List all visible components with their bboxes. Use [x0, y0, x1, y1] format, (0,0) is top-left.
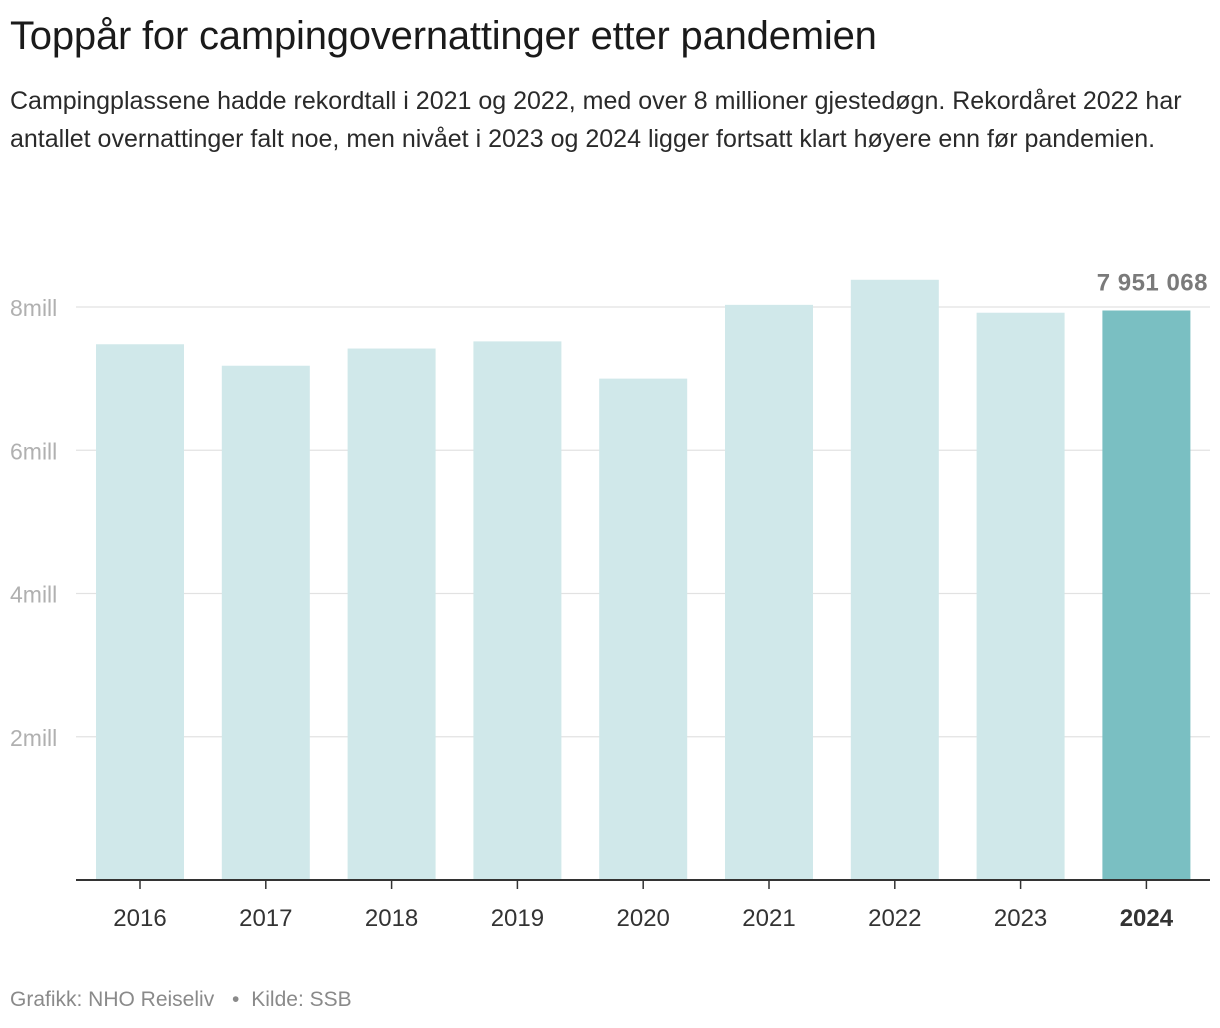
bars [96, 279, 1191, 881]
x-tick-label-2022: 2022 [868, 905, 921, 932]
y-tick-label-6mill: 6mill [10, 438, 57, 464]
footer: Grafikk: NHO Reiseliv • Kilde: SSB [10, 988, 352, 1012]
graphic-credit: Grafikk: NHO Reiseliv [10, 988, 215, 1011]
x-tick-label-2023: 2023 [994, 905, 1047, 932]
bar-2020 [599, 378, 688, 880]
x-tick-label-2019: 2019 [491, 905, 544, 932]
bar-2024 [1102, 310, 1191, 880]
footer-separator: • [232, 988, 240, 1011]
bar-2023 [976, 312, 1065, 881]
bar-2019 [473, 341, 562, 880]
bar-2018 [347, 348, 436, 881]
x-tick-label-2016: 2016 [113, 905, 166, 932]
axes [76, 879, 1210, 889]
x-tick-label-2020: 2020 [617, 905, 670, 932]
bar-2022 [850, 279, 939, 881]
y-tick-label-2mill: 2mill [10, 725, 57, 751]
bar-2021 [725, 304, 813, 880]
chart-subtitle: Campingplassene hadde rekordtall i 2021 … [10, 87, 1182, 153]
x-tick-label-2021: 2021 [742, 905, 795, 932]
chart-title: Toppår for campingovernattinger etter pa… [10, 14, 877, 58]
labels: 2mill 4mill 6mill 8mill 2016 2017 2018 2019 2020… [10, 270, 1208, 932]
source-credit: Kilde: SSB [251, 988, 352, 1011]
bar-2017 [221, 365, 310, 880]
x-tick-label-2017: 2017 [239, 905, 292, 932]
x-tick-label-2024: 2024 [1120, 905, 1174, 932]
bar-2016 [96, 344, 184, 880]
value-label-2024: 7 951 068 [1097, 270, 1208, 297]
x-tick-label-2018: 2018 [365, 905, 418, 932]
y-tick-label-8mill: 8mill [10, 295, 57, 321]
y-tick-label-4mill: 4mill [10, 582, 57, 608]
